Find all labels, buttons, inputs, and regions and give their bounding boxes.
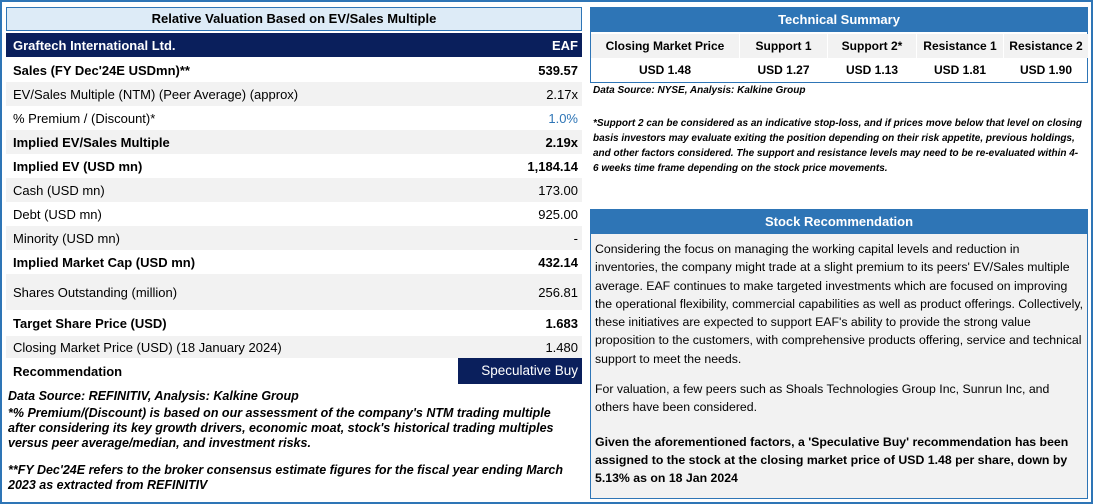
row-label: Implied EV/Sales Multiple [13, 134, 170, 150]
technical-source: Data Source: NYSE, Analysis: Kalkine Gro… [593, 85, 806, 96]
tech-header: Support 2* [828, 34, 916, 58]
company-name: Graftech International Ltd. [13, 37, 176, 53]
valuation-row: Sales (FY Dec'24E USDmn)** 539.57 [6, 58, 582, 82]
paragraph: Considering the focus on managing the wo… [595, 242, 1083, 366]
row-label: Debt (USD mn) [13, 206, 102, 222]
valuation-row: % Premium / (Discount)* 1.0% [6, 106, 582, 130]
valuation-row: Shares Outstanding (million) 256.81 [6, 274, 582, 310]
row-value: - [573, 230, 578, 246]
technical-summary: Technical Summary Closing Market Price US… [590, 7, 1088, 83]
note: **FY Dec'24E refers to the broker consen… [8, 463, 564, 492]
paragraph: Given the aforementioned factors, a 'Spe… [595, 434, 1069, 486]
tech-header: Closing Market Price [591, 34, 739, 58]
tech-value: USD 1.27 [757, 63, 810, 77]
valuation-row: Minority (USD mn) - [6, 226, 582, 250]
row-label: Target Share Price (USD) [13, 315, 167, 331]
row-value: 256.81 [538, 284, 578, 300]
valuation-title: Relative Valuation Based on EV/Sales Mul… [6, 7, 582, 31]
row-value: 925.00 [538, 206, 578, 222]
row-label: Implied EV (USD mn) [13, 158, 143, 174]
row-label: EV/Sales Multiple (NTM) (Peer Average) (… [13, 86, 299, 102]
row-value: 1.0% [548, 110, 578, 126]
valuation-row: Cash (USD mn) 173.00 [6, 178, 582, 202]
row-label: Closing Market Price (USD) (18 January 2… [13, 339, 282, 355]
tech-value: USD 1.48 [638, 63, 692, 77]
tech-header: Resistance 1 [917, 34, 1003, 58]
tech-value: USD 1.90 [1019, 63, 1073, 77]
valuation-header: Graftech International Ltd. EAF [6, 33, 582, 57]
ticker: EAF [552, 37, 578, 53]
row-value: 432.14 [538, 254, 578, 270]
note: Data Source: REFINITIV, Analysis: Kalkin… [8, 389, 299, 403]
row-value: 539.57 [538, 62, 578, 78]
tech-value: USD 1.81 [933, 63, 987, 77]
valuation-row: Implied Market Cap (USD mn) 432.14 [6, 250, 582, 274]
row-value: 2.19x [545, 134, 578, 150]
tech-value: USD 1.13 [845, 63, 899, 77]
valuation-row: Implied EV/Sales Multiple 2.19x [6, 130, 582, 154]
row-value: 1,184.14 [527, 158, 578, 174]
row-value: Speculative Buy [458, 358, 582, 384]
technical-title: Technical Summary [591, 8, 1087, 32]
valuation-row: EV/Sales Multiple (NTM) (Peer Average) (… [6, 82, 582, 106]
valuation-notes: Data Source: REFINITIV, Analysis: Kalkin… [8, 389, 578, 495]
row-value: 2.17x [546, 86, 578, 102]
row-label: Sales (FY Dec'24E USDmn)** [13, 62, 190, 78]
technical-note: *Support 2 can be considered as an indic… [593, 118, 1083, 174]
valuation-row: Debt (USD mn) 925.00 [6, 202, 582, 226]
valuation-row: Target Share Price (USD) 1.683 [6, 310, 582, 336]
row-label: Shares Outstanding (million) [13, 284, 178, 300]
row-value: 1.683 [545, 315, 578, 331]
row-label: Minority (USD mn) [13, 230, 120, 246]
valuation-row: Closing Market Price (USD) (18 January 2… [6, 336, 582, 358]
row-value: 173.00 [538, 182, 578, 198]
recommendation-title: Stock Recommendation [591, 210, 1087, 234]
row-label: Implied Market Cap (USD mn) [13, 254, 196, 270]
note: *% Premium/(Discount) is based on our as… [8, 406, 554, 450]
valuation-row: Recommendation Speculative Buy [6, 358, 582, 384]
stock-recommendation: Stock Recommendation Considering the foc… [590, 209, 1088, 499]
valuation-row: Implied EV (USD mn) 1,184.14 [6, 154, 582, 178]
row-value: 1.480 [545, 339, 578, 355]
tech-header: Support 1 [740, 34, 827, 58]
row-label: Recommendation [13, 363, 123, 379]
tech-header: Resistance 2 [1004, 34, 1088, 58]
row-label: Cash (USD mn) [13, 182, 105, 198]
paragraph: For valuation, a few peers such as Shoal… [595, 382, 1050, 415]
row-label: % Premium / (Discount)* [13, 110, 156, 126]
